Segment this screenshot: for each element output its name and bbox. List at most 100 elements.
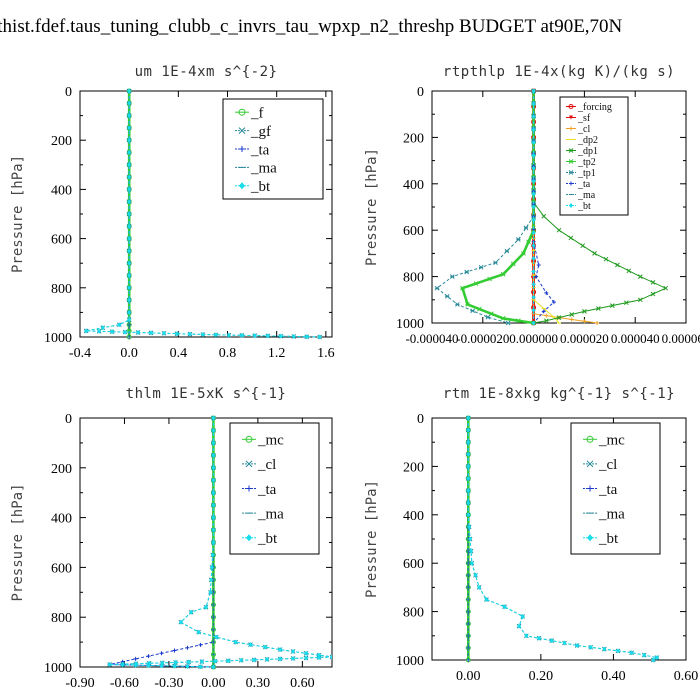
series-line-tp2: [460, 91, 535, 325]
legend-label: _ma: [257, 506, 284, 522]
series-markers-dp2: [531, 90, 561, 324]
legend-box: [570, 422, 661, 555]
y-tick-label: 600: [51, 561, 72, 576]
legend-label: _tp2: [577, 157, 596, 168]
y-axis-label: Pressure [hPa]: [364, 148, 380, 266]
legend-label: _cl: [257, 457, 276, 473]
legend-label: _dp2: [577, 135, 598, 146]
y-tick-label: 0: [65, 85, 72, 100]
chart-title: rtpthlp 1E-4x(kg K)/(kg s): [443, 64, 675, 80]
chart-panel-4: rtm 1E-8xkg kg^{-1} s^{-1} Pressure [hPa]…: [364, 386, 698, 684]
y-tick-label: 1000: [44, 661, 72, 676]
y-tick-label: 1000: [396, 654, 424, 669]
legend: _mc _cl _ta _ma _bt: [570, 422, 661, 555]
legend-label: _bt: [577, 201, 591, 212]
y-tick-label: 400: [51, 512, 72, 527]
y-tick-label: 400: [51, 183, 72, 198]
legend-box: [229, 422, 320, 555]
legend-label: _mc: [257, 433, 284, 449]
y-axis-label: Pressure [hPa]: [10, 483, 26, 601]
series-line-tp1: [436, 91, 535, 324]
y-tick-label: 800: [51, 282, 72, 297]
x-tick-label: 0.60: [290, 676, 315, 691]
y-tick-label: 600: [403, 224, 424, 239]
legend-label: _bt: [257, 531, 278, 547]
chart-title: um 1E-4xm s^{-2}: [135, 64, 278, 80]
legend-label: _bt: [598, 531, 619, 547]
series-layer: [107, 415, 332, 670]
legend-label: _tp1: [577, 168, 596, 179]
x-tick-label: 0.4: [170, 346, 188, 361]
legend: _forcing_sf_cl_dp2_dp1_tp2_tp1_ta_ma_bt: [559, 96, 629, 216]
x-tick-label: 0.60: [674, 669, 699, 684]
series-line-ta: [109, 418, 214, 668]
legend: _mc _cl _ta _ma _bt: [229, 422, 320, 555]
legend-label: _cl: [598, 457, 617, 473]
x-tick-label: 0.30: [246, 676, 271, 691]
chart-panel-1: um 1E-4xm s^{-2} Pressure [hPa] 0 200 400 600…: [10, 64, 335, 361]
x-tick-label: 0.40: [601, 669, 626, 684]
legend-label: _f: [250, 105, 264, 121]
series-markers-tp2: [460, 88, 536, 326]
y-tick-label: 800: [51, 611, 72, 626]
legend-label: _ta: [598, 482, 618, 498]
series-markers-bt: [531, 88, 536, 326]
series-markers-bt: [107, 415, 332, 670]
x-tick-label: -0.30: [154, 676, 183, 691]
legend: _f _gf _ta _ma _bt: [222, 98, 324, 200]
y-tick-label: 1000: [396, 317, 424, 332]
y-tick-label: 200: [51, 462, 72, 477]
x-tick-label: -0.000020: [456, 331, 509, 346]
legend-label: _ta: [577, 179, 591, 190]
chart-panel-2: rtpthlp 1E-4x(kg K)/(kg s) Pressure [hPa]…: [364, 64, 700, 346]
y-tick-label: 400: [403, 509, 424, 524]
x-tick-label: 0.000040: [611, 331, 660, 346]
figure-title: lthist.fdef.taus_tuning_clubb_c_invrs_ta…: [0, 16, 623, 37]
chart-panel-3: thlm 1E-5xK s^{-1} Pressure [hPa] 0 200 400 6…: [10, 386, 333, 691]
y-tick-label: 1000: [44, 331, 72, 346]
y-tick-label: 200: [403, 131, 424, 146]
series-markers-tp1: [434, 88, 536, 326]
x-tick-label: 0.00: [456, 669, 481, 684]
x-tick-label: 0.20: [529, 669, 554, 684]
y-tick-label: 800: [403, 271, 424, 286]
x-tick-label: 1.2: [268, 346, 286, 361]
legend-label: _forcing: [577, 102, 612, 113]
series-line-bt: [467, 418, 659, 661]
series-markers-bt: [466, 415, 659, 663]
x-tick-label: 0.8: [219, 346, 237, 361]
x-tick-label: -0.90: [65, 676, 94, 691]
y-axis-label: Pressure [hPa]: [364, 480, 380, 598]
x-tick-label: -0.60: [110, 676, 139, 691]
x-tick-label: 1.6: [317, 346, 335, 361]
y-tick-label: 200: [51, 134, 72, 149]
y-tick-label: 600: [51, 233, 72, 248]
y-axis-label: Pressure [hPa]: [10, 155, 26, 273]
x-tick-label: 0.000060: [662, 331, 700, 346]
legend-label: _sf: [577, 113, 591, 124]
x-tick-label: -0.4: [69, 346, 91, 361]
legend-label: _ta: [257, 482, 277, 498]
series-layer: [83, 88, 323, 340]
legend-label: _mc: [598, 433, 625, 449]
legend-label: _bt: [250, 179, 271, 195]
x-tick-label: 0.000020: [560, 331, 609, 346]
x-tick-label: 0.000000: [509, 331, 558, 346]
y-tick-label: 800: [403, 606, 424, 621]
chart-title: rtm 1E-8xkg kg^{-1} s^{-1}: [443, 386, 675, 402]
series-markers-bt: [84, 88, 322, 340]
x-tick-label: -0.000040: [405, 331, 458, 346]
plot-frame: [431, 90, 687, 324]
legend-label: _gf: [250, 124, 271, 140]
legend-label: _ma: [598, 506, 625, 522]
y-tick-label: 200: [403, 460, 424, 475]
legend-label: _dp1: [577, 146, 598, 157]
series-layer: [434, 88, 669, 326]
legend-label: _ma: [250, 161, 277, 177]
y-tick-label: 600: [403, 557, 424, 572]
series-line-ta: [533, 91, 555, 324]
x-tick-label: 0.0: [120, 346, 138, 361]
legend-label: _ta: [250, 142, 270, 158]
y-tick-label: 0: [65, 412, 72, 427]
